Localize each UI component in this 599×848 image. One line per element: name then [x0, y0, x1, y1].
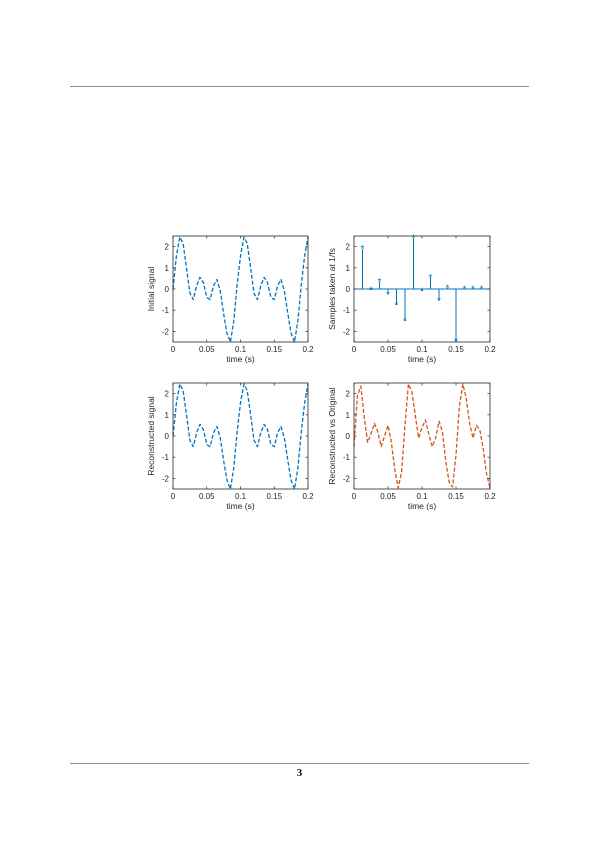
x-tick-label: 0.2 — [302, 345, 314, 354]
x-axis-label: time (s) — [226, 501, 255, 511]
y-tick-label: -2 — [162, 327, 170, 336]
x-tick-label: 0.05 — [199, 492, 215, 501]
y-tick-label: 2 — [346, 390, 351, 399]
x-tick-label: 0.2 — [302, 492, 314, 501]
y-axis-label: Reconstructed signal — [146, 396, 156, 475]
y-tick-label: -1 — [162, 453, 170, 462]
x-tick-label: 0.1 — [235, 492, 247, 501]
y-tick-label: 2 — [165, 243, 170, 252]
y-tick-label: -1 — [343, 453, 351, 462]
x-tick-label: 0 — [171, 345, 176, 354]
y-tick-label: 1 — [346, 411, 351, 420]
y-tick-label: 1 — [165, 264, 170, 273]
footer-rule — [70, 763, 529, 764]
stem-marker: * — [471, 285, 475, 296]
x-tick-label: 0.1 — [235, 345, 247, 354]
subplot-3: 0 0.05 0.1 0.15 0.2 2 1 0 -1 -2 time (s) Reconstruc… — [146, 382, 314, 511]
stem-marker: * — [420, 287, 424, 298]
stem-marker: * — [378, 277, 382, 288]
stem-marker: * — [386, 290, 390, 301]
y-tick-label: 0 — [165, 432, 170, 441]
plot-area — [354, 383, 490, 489]
x-tick-label: 0.1 — [416, 345, 428, 354]
x-tick-label: 0.05 — [199, 345, 215, 354]
x-axis-label: time (s) — [408, 354, 437, 364]
x-tick-label: 0.15 — [266, 492, 282, 501]
stem-marker: * — [369, 286, 373, 297]
x-tick-label: 0.1 — [416, 492, 428, 501]
stem-marker: * — [403, 316, 407, 327]
stem-marker: * — [395, 300, 399, 311]
stem-marker: * — [463, 285, 467, 296]
series-line — [353, 383, 491, 489]
y-tick-label: 1 — [165, 411, 170, 420]
subplot-2: ***************00.050.10.150.2210-1-2tim… — [327, 234, 496, 364]
y-tick-label: 0 — [346, 285, 351, 294]
x-tick-label: 0.05 — [380, 492, 396, 501]
plot-area — [173, 383, 308, 489]
page-number: 3 — [296, 767, 303, 779]
y-tick-label: -1 — [343, 306, 351, 315]
stem-marker: * — [429, 273, 433, 284]
x-tick-label: 0 — [352, 492, 357, 501]
y-tick-label: -2 — [343, 327, 351, 336]
x-tick-label: 0.15 — [266, 345, 282, 354]
x-tick-label: 0.15 — [448, 492, 464, 501]
x-tick-label: 0 — [352, 345, 357, 354]
subplot-1: 0 0.05 0.1 0.15 0.2 2 1 0 -1 -2 time (s) Initial si… — [146, 235, 314, 364]
stem-marker: * — [361, 244, 365, 255]
y-axis-label: Initial signal — [146, 267, 156, 312]
x-tick-label: 0 — [171, 492, 176, 501]
figure-subplots: 0 0.05 0.1 0.15 0.2 2 1 0 -1 -2 time (s) Initial si… — [146, 234, 496, 511]
x-axis-label: time (s) — [226, 354, 255, 364]
stem-marker: * — [480, 285, 484, 296]
y-tick-label: 2 — [165, 390, 170, 399]
y-tick-label: 0 — [346, 432, 351, 441]
x-axis-label: time (s) — [408, 501, 437, 511]
x-tick-label: 0.2 — [484, 492, 496, 501]
header-rule — [70, 86, 529, 87]
y-tick-label: -2 — [162, 474, 170, 483]
stem-marker: * — [437, 296, 441, 307]
y-axis-label: Samples taken at 1/fs — [327, 248, 337, 330]
plot-area — [173, 236, 308, 342]
series-line — [172, 383, 309, 490]
y-tick-label: 2 — [346, 243, 351, 252]
series-line — [172, 236, 309, 343]
x-tick-label: 0.15 — [448, 345, 464, 354]
stem-marker: * — [446, 283, 450, 294]
y-tick-label: 1 — [346, 264, 351, 273]
y-tick-label: -1 — [162, 306, 170, 315]
y-axis-label: Reconstructed vs Original — [327, 387, 337, 484]
y-tick-label: -2 — [343, 474, 351, 483]
y-tick-label: 0 — [165, 285, 170, 294]
subplot-4: 0 0.05 0.1 0.15 0.2 2 1 0 -1 -2 time (s) Reconstruc… — [327, 382, 496, 511]
x-tick-label: 0.05 — [380, 345, 396, 354]
x-tick-label: 0.2 — [484, 345, 496, 354]
stem-marker: * — [412, 234, 416, 245]
